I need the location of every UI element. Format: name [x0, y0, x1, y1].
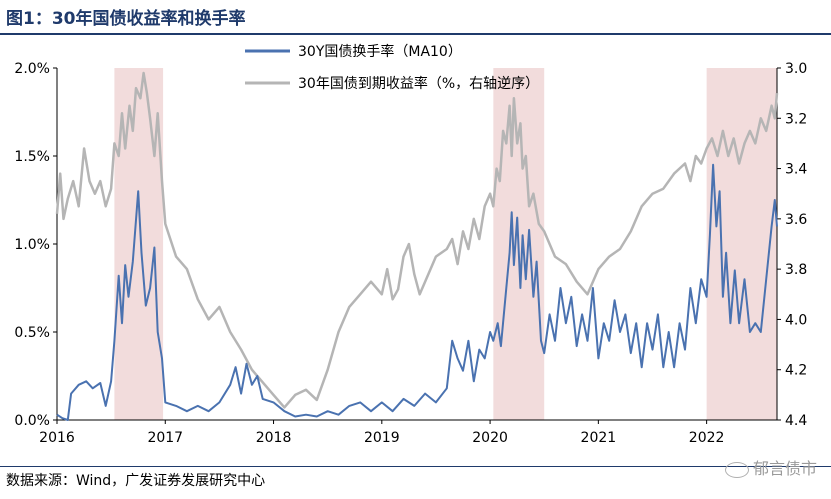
right-tick-label: 3.0: [785, 61, 807, 77]
left-tick-label: 0.5%: [14, 325, 50, 341]
x-tick-label: 2021: [581, 430, 617, 446]
watermark-text: 郁言债市: [752, 459, 817, 478]
left-tick-label: 0.0%: [14, 413, 50, 429]
right-tick-label: 3.2: [785, 111, 807, 127]
right-tick-label: 4.0: [785, 312, 807, 328]
turnover-line: [56, 163, 778, 421]
chart-title: 图1：30年国债收益率和换手率: [6, 9, 246, 29]
left-tick-label: 1.5%: [14, 149, 50, 165]
shaded-period-3: [706, 68, 777, 420]
title-rule: [0, 33, 831, 35]
footer-rule: [0, 466, 831, 467]
x-tick-label: 2016: [39, 430, 75, 446]
x-tick-label: 2017: [147, 430, 183, 446]
series-lines: [55, 71, 779, 421]
right-tick-label: 3.6: [785, 212, 807, 228]
x-tick-label: 2019: [364, 430, 400, 446]
legend-label: 30Y国债换手率（MA10）: [298, 43, 462, 60]
x-tick-label: 2020: [472, 430, 508, 446]
x-tick-label: 2022: [689, 430, 725, 446]
right-tick-label: 4.2: [785, 363, 807, 379]
left-tick-label: 1.0%: [14, 237, 50, 253]
yield-line: [55, 71, 779, 409]
left-tick-label: 2.0%: [14, 61, 50, 77]
watermark: 郁言债市: [724, 455, 817, 479]
shaded-periods: [114, 68, 777, 420]
x-tick-label: 2018: [256, 430, 292, 446]
source-note: 数据来源：Wind，广发证券发展研究中心: [6, 473, 266, 489]
chart: 0.0% 0.5% 1.0% 1.5% 2.0% 3.0 3.2 3.4 3.6 3.8 4.0 4.…: [14, 43, 807, 446]
right-tick-label: 4.4: [785, 413, 807, 429]
axes: 0.0% 0.5% 1.0% 1.5% 2.0% 3.0 3.2 3.4 3.6 3.8 4.0 4.…: [14, 61, 807, 446]
legend-label: 30年国债到期收益率（%，右轴逆序）: [298, 75, 539, 92]
right-tick-label: 3.4: [785, 162, 807, 178]
wechat-icon: [724, 461, 749, 478]
right-tick-label: 3.8: [785, 262, 807, 278]
legend: 30Y国债换手率（MA10） 30年国债到期收益率（%，右轴逆序）: [245, 43, 539, 92]
